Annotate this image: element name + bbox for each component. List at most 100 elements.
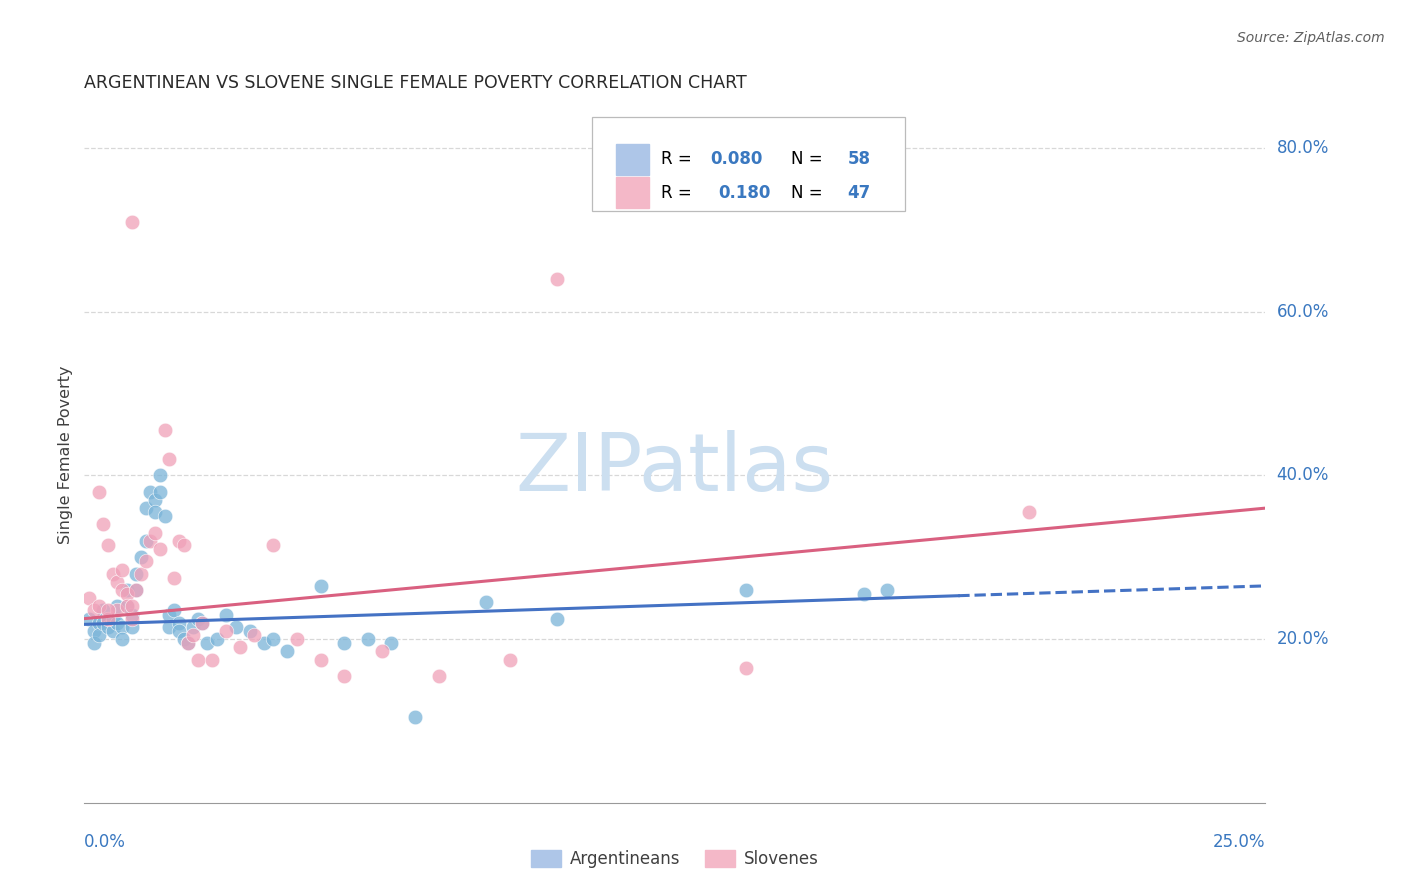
Text: Source: ZipAtlas.com: Source: ZipAtlas.com — [1237, 31, 1385, 45]
Point — [239, 624, 262, 638]
Point — [107, 599, 129, 614]
Point — [107, 603, 129, 617]
Point — [243, 628, 266, 642]
Point — [167, 533, 190, 548]
Point — [153, 509, 176, 524]
Point — [852, 587, 875, 601]
FancyBboxPatch shape — [592, 118, 905, 211]
Point — [734, 582, 756, 597]
Text: R =: R = — [661, 184, 702, 202]
Point — [107, 574, 129, 589]
Point — [333, 636, 356, 650]
Point — [357, 632, 380, 646]
Text: ARGENTINEAN VS SLOVENE SINGLE FEMALE POVERTY CORRELATION CHART: ARGENTINEAN VS SLOVENE SINGLE FEMALE POV… — [84, 74, 747, 92]
Point — [371, 644, 394, 658]
Point — [121, 620, 143, 634]
Point — [111, 620, 134, 634]
Point — [1018, 505, 1040, 519]
Point — [135, 533, 157, 548]
Point — [205, 632, 228, 646]
Point — [139, 484, 162, 499]
Point — [181, 620, 204, 634]
Point — [139, 533, 162, 548]
Point — [101, 566, 124, 581]
Point — [177, 636, 200, 650]
Point — [229, 640, 252, 655]
Point — [97, 620, 120, 634]
Point — [83, 603, 105, 617]
Point — [97, 612, 120, 626]
Point — [87, 599, 110, 614]
Point — [177, 636, 200, 650]
Point — [107, 615, 129, 630]
Point — [157, 620, 180, 634]
Point — [115, 582, 138, 597]
Point — [121, 612, 143, 626]
Text: 80.0%: 80.0% — [1277, 139, 1329, 157]
Point — [77, 612, 100, 626]
Point — [97, 612, 120, 626]
Point — [87, 628, 110, 642]
Point — [191, 615, 214, 630]
Bar — [616, 144, 650, 175]
Point — [262, 632, 284, 646]
Point — [163, 571, 186, 585]
Point — [253, 636, 276, 650]
Point — [195, 636, 218, 650]
Point — [380, 636, 402, 650]
Point — [149, 484, 172, 499]
Point — [91, 603, 114, 617]
Point — [125, 582, 148, 597]
Point — [546, 272, 568, 286]
Point — [404, 710, 426, 724]
Point — [121, 607, 143, 622]
Bar — [616, 178, 650, 208]
Text: 25.0%: 25.0% — [1213, 833, 1265, 851]
Point — [167, 624, 190, 638]
Point — [876, 582, 898, 597]
Point — [173, 632, 195, 646]
Text: 0.180: 0.180 — [718, 184, 770, 202]
Point — [121, 599, 143, 614]
Point — [187, 612, 209, 626]
Point — [143, 492, 166, 507]
Point — [101, 624, 124, 638]
Legend: Argentineans, Slovenes: Argentineans, Slovenes — [524, 843, 825, 874]
Point — [285, 632, 308, 646]
Point — [101, 612, 124, 626]
Point — [91, 615, 114, 630]
Point — [91, 517, 114, 532]
Point — [83, 624, 105, 638]
Point — [546, 612, 568, 626]
Text: 40.0%: 40.0% — [1277, 467, 1329, 484]
Point — [215, 607, 238, 622]
Point — [87, 484, 110, 499]
Point — [475, 595, 498, 609]
Point — [77, 591, 100, 606]
Text: N =: N = — [790, 150, 828, 169]
Text: 47: 47 — [848, 184, 870, 202]
Text: N =: N = — [790, 184, 828, 202]
Point — [125, 582, 148, 597]
Point — [121, 214, 143, 228]
Point — [191, 615, 214, 630]
Text: 58: 58 — [848, 150, 870, 169]
Point — [87, 615, 110, 630]
Point — [309, 652, 332, 666]
Point — [187, 652, 209, 666]
Point — [125, 566, 148, 581]
Text: 0.080: 0.080 — [710, 150, 762, 169]
Point — [427, 669, 450, 683]
Text: R =: R = — [661, 150, 697, 169]
Point — [276, 644, 298, 658]
Point — [129, 550, 152, 565]
Point — [157, 452, 180, 467]
Y-axis label: Single Female Poverty: Single Female Poverty — [58, 366, 73, 544]
Point — [153, 423, 176, 437]
Text: 20.0%: 20.0% — [1277, 630, 1329, 648]
Point — [129, 566, 152, 581]
Point — [135, 554, 157, 568]
Point — [167, 615, 190, 630]
Point — [181, 628, 204, 642]
Text: 0.0%: 0.0% — [84, 833, 127, 851]
